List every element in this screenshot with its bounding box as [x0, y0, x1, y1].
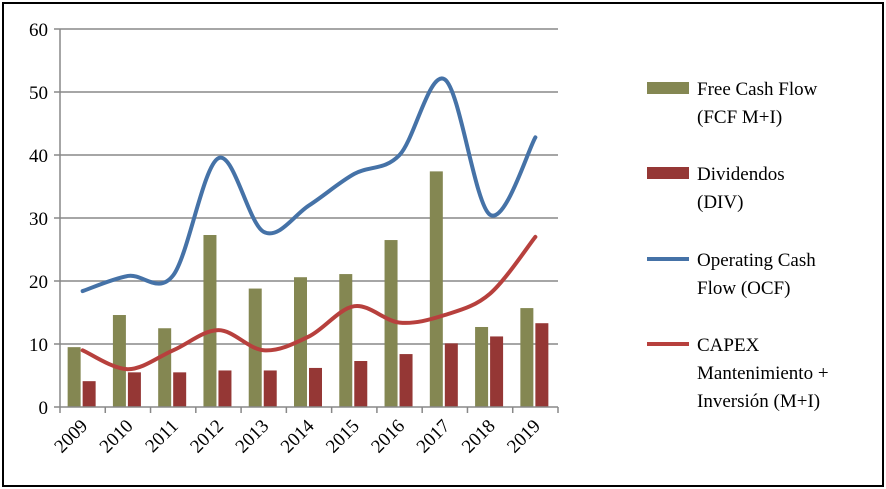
x-tick-label: 2015 [322, 416, 364, 458]
line-capex [80, 234, 538, 372]
x-tick-label: 2013 [232, 416, 274, 458]
x-tick-label: 2011 [141, 416, 182, 457]
bar-div [127, 372, 141, 407]
y-tick-label: 0 [39, 398, 49, 419]
bar-div [82, 381, 96, 407]
bar-fcf [429, 171, 443, 407]
legend-label: Free Cash Flow [697, 79, 818, 100]
legend-label: Dividendos [697, 164, 785, 185]
y-tick-label: 20 [29, 272, 48, 293]
y-tick-label: 60 [29, 20, 48, 41]
lines [80, 76, 538, 372]
bar-fcf [384, 240, 398, 407]
bar-fcf [67, 347, 81, 407]
x-tick-label: 2018 [458, 416, 500, 458]
bar-fcf [520, 308, 534, 407]
y-tick-label: 30 [29, 209, 48, 230]
bar-fcf [203, 235, 217, 407]
legend-label: Inversión (M+I) [697, 391, 820, 412]
legend-label: Flow (OCF) [697, 278, 790, 299]
legend: Free Cash Flow (FCF M+I) Dividendos (DIV) Op… [647, 79, 829, 412]
y-tick-label: 40 [29, 146, 48, 167]
bar-div [309, 367, 322, 407]
legend-label: CAPEX [697, 335, 760, 356]
bar-div [218, 370, 232, 407]
bar-fcf [339, 274, 353, 407]
legend-label: (FCF M+I) [697, 107, 782, 128]
y-tick-label: 50 [29, 83, 48, 104]
bar-div [490, 336, 504, 407]
bar-div [263, 370, 277, 407]
bar-fcf [475, 326, 489, 407]
x-tick-label: 2012 [186, 416, 228, 458]
x-tick-label: 2009 [50, 416, 92, 458]
legend-swatch [647, 167, 689, 179]
bar-fcf [158, 328, 172, 407]
legend-label: (DIV) [697, 192, 743, 213]
x-tick-label: 2016 [367, 416, 409, 458]
x-tick-label: 2017 [413, 416, 455, 458]
bars [67, 171, 549, 407]
x-tick-label: 2014 [277, 415, 319, 457]
bar-div [399, 354, 413, 407]
bar-div [444, 343, 458, 407]
legend-label: Operating Cash [697, 250, 816, 271]
x-tick-label: 2019 [503, 416, 545, 458]
bar-div [354, 361, 368, 407]
bar-div [535, 323, 549, 407]
line-ocf [80, 76, 538, 294]
bar-div [173, 372, 187, 407]
x-tick-label: 2010 [96, 416, 138, 458]
legend-swatch [647, 82, 689, 94]
legend-label: Mantenimiento + [697, 363, 829, 384]
y-tick-label: 10 [29, 335, 48, 356]
bar-fcf [112, 315, 126, 407]
